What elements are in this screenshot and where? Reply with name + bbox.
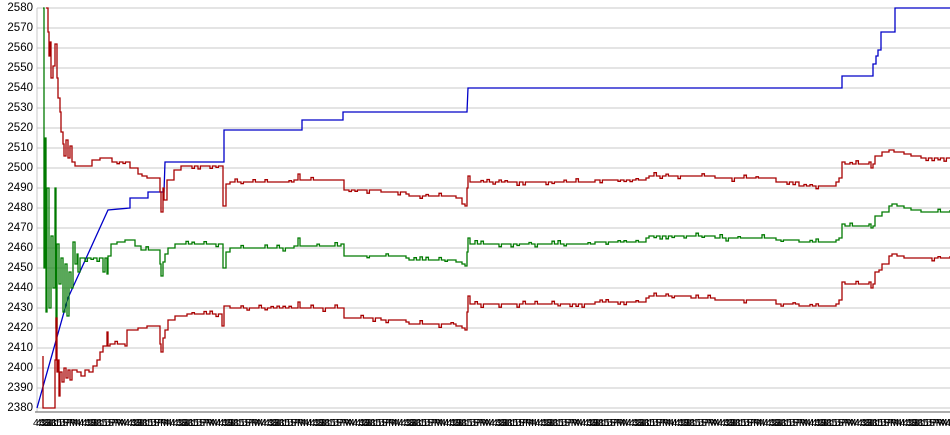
y-axis-tick-label: 2440: [7, 282, 33, 294]
x-axis-tick-label-layer: 4:38:15 PM 4:38:15 PM 4:38:15 PM 4:38:15…: [33, 417, 950, 429]
x-axis-tick-label-layer: 4:38:15 PM 4:38:15 PM 4:38:15 PM 4:38:15…: [36, 417, 950, 429]
y-axis-tick-label: 2520: [7, 122, 33, 134]
series-upper-red-line: [46, 7, 950, 213]
y-axis-tick-label: 2390: [7, 382, 33, 394]
y-axis-tick-label: 2450: [7, 262, 33, 274]
y-axis-tick-label: 2570: [7, 22, 33, 34]
y-axis-tick-label: 2550: [7, 62, 33, 74]
y-axis-tick-label: 2430: [7, 302, 33, 314]
y-axis-tick-label: 2420: [7, 322, 33, 334]
y-axis-tick-label: 2500: [7, 162, 33, 174]
series-blue-step-line: [36, 7, 950, 409]
y-axis-tick-label: 2480: [7, 202, 33, 214]
y-axis-tick-label: 2560: [7, 42, 33, 54]
y-axis-tick-label: 2410: [7, 342, 33, 354]
x-axis-label-band: 4:38:15 PM 4:38:15 PM 4:38:15 PM 4:38:15…: [33, 416, 950, 433]
y-axis-tick-label: 2470: [7, 222, 33, 234]
x-axis-tick-label-layer: 4:38:15 PM 4:38:15 PM 4:38:15 PM 4:38:15…: [39, 417, 950, 429]
y-axis-tick-label: 2490: [7, 182, 33, 194]
series-lower-red-line: [42, 253, 950, 409]
y-axis-tick-label: 2400: [7, 362, 33, 374]
series-green-line: [43, 7, 950, 329]
y-axis-tick-label: 2530: [7, 102, 33, 114]
y-axis-tick-label: 2540: [7, 82, 33, 94]
y-axis-tick-label: 2380: [7, 402, 33, 414]
y-axis-tick-label: 2510: [7, 142, 33, 154]
y-axis-tick-label: 2580: [7, 2, 33, 14]
y-axis-tick-label: 2460: [7, 242, 33, 254]
